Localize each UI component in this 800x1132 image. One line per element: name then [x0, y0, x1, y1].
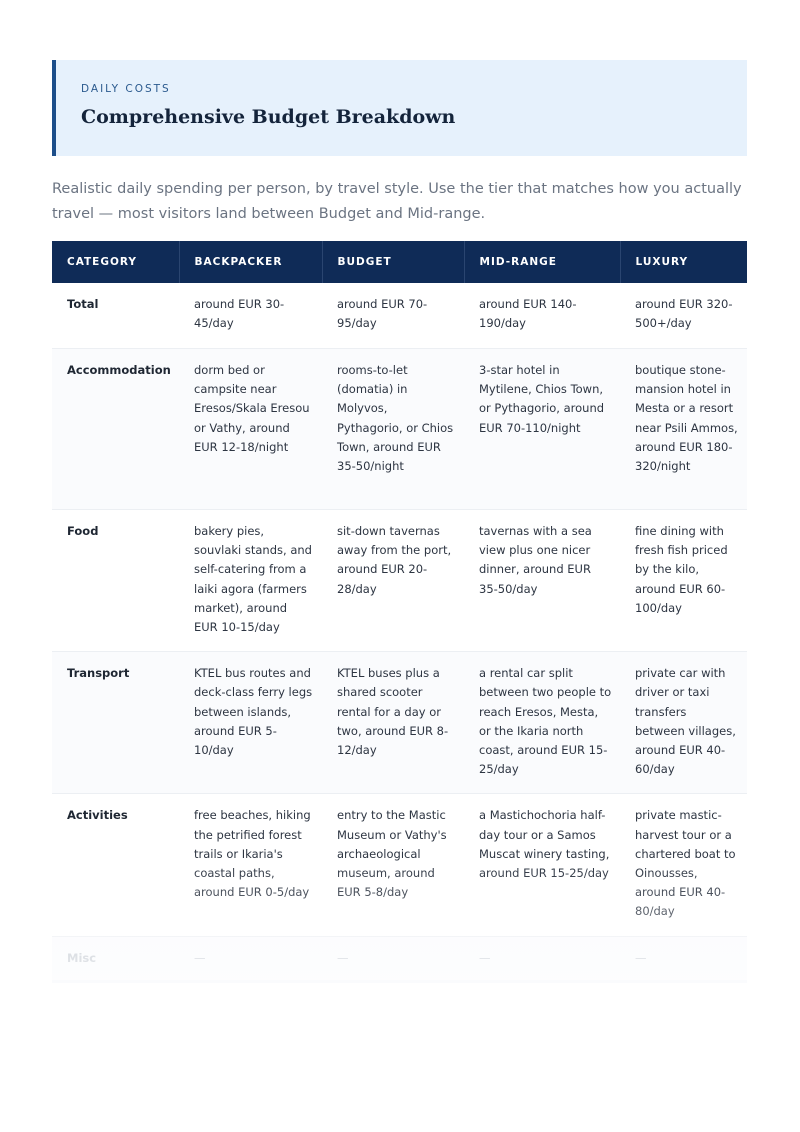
cell-midrange: a Mastichochoria half-day tour or a Samo…	[464, 793, 620, 937]
cell-midrange: a rental car split between two people to…	[464, 651, 620, 795]
cell-budget: rooms-to-let (domatia) in Molyvos, Pytha…	[322, 348, 464, 510]
cell-budget: sit-down tavernas away from the port, ar…	[322, 509, 464, 653]
column-header-backpacker: BACKPACKER	[178, 241, 322, 283]
cell-budget: around EUR 70-95/day	[322, 283, 464, 349]
cell-backpacker: dorm bed or campsite near Eresos/Skala E…	[179, 348, 322, 510]
cell-midrange: around EUR 140-190/day	[464, 283, 620, 349]
table-row-activities: Activities free beaches, hiking the petr…	[52, 793, 747, 937]
table-row-misc: Misc — — — —	[52, 936, 747, 983]
table-row-accommodation: Accommodation dorm bed or campsite near …	[52, 348, 747, 510]
cell-backpacker: around EUR 30-45/day	[179, 283, 322, 349]
cell-luxury: fine dining with fresh fish priced by th…	[620, 509, 747, 653]
column-header-luxury: LUXURY	[619, 241, 747, 283]
table-row-total: Total around EUR 30-45/day around EUR 70…	[52, 283, 747, 349]
section-header: DAILY COSTS Comprehensive Budget Breakdo…	[52, 60, 747, 156]
cell-backpacker: —	[179, 936, 322, 983]
cell-backpacker: bakery pies, souvlaki stands, and self-c…	[179, 509, 322, 653]
budget-table-container: CATEGORY BACKPACKER BUDGET MID-RANGE LUX…	[52, 241, 747, 983]
cell-luxury: private car with driver or taxi transfer…	[620, 651, 747, 795]
cell-luxury: boutique stone-mansion hotel in Mesta or…	[620, 348, 747, 510]
cell-midrange: tavernas with a sea view plus one nicer …	[464, 509, 620, 653]
cell-backpacker: free beaches, hiking the petrified fores…	[179, 793, 322, 937]
row-label: Total	[52, 283, 179, 349]
cell-luxury: —	[620, 936, 747, 983]
section-eyebrow: DAILY COSTS	[81, 83, 171, 95]
row-label: Food	[52, 509, 179, 653]
column-header-midrange: MID-RANGE	[463, 241, 620, 283]
table-body: Total around EUR 30-45/day around EUR 70…	[52, 283, 747, 983]
cell-luxury: around EUR 320-500+/day	[620, 283, 747, 349]
row-label: Misc	[52, 936, 179, 983]
intro-paragraph: Realistic daily spending per person, by …	[52, 181, 742, 222]
cell-budget: —	[322, 936, 464, 983]
row-label: Transport	[52, 651, 179, 795]
column-header-budget: BUDGET	[321, 241, 464, 283]
cell-midrange: 3-star hotel in Mytilene, Chios Town, or…	[464, 348, 620, 510]
row-label: Accommodation	[52, 348, 179, 510]
cell-luxury: private mastic-harvest tour or a charter…	[620, 793, 747, 937]
cell-budget: entry to the Mastic Museum or Vathy's ar…	[322, 793, 464, 937]
table-header: CATEGORY BACKPACKER BUDGET MID-RANGE LUX…	[52, 241, 747, 283]
table-row-food: Food bakery pies, souvlaki stands, and s…	[52, 509, 747, 653]
page-title: Comprehensive Budget Breakdown	[81, 106, 456, 128]
cell-backpacker: KTEL bus routes and deck-class ferry leg…	[179, 651, 322, 795]
cell-midrange: —	[464, 936, 620, 983]
table-row-transport: Transport KTEL bus routes and deck-class…	[52, 651, 747, 795]
row-label: Activities	[52, 793, 179, 937]
column-header-category: CATEGORY	[52, 241, 179, 283]
cell-budget: KTEL buses plus a shared scooter rental …	[322, 651, 464, 795]
table-header-row: CATEGORY BACKPACKER BUDGET MID-RANGE LUX…	[52, 241, 747, 283]
budget-table: CATEGORY BACKPACKER BUDGET MID-RANGE LUX…	[52, 241, 747, 983]
